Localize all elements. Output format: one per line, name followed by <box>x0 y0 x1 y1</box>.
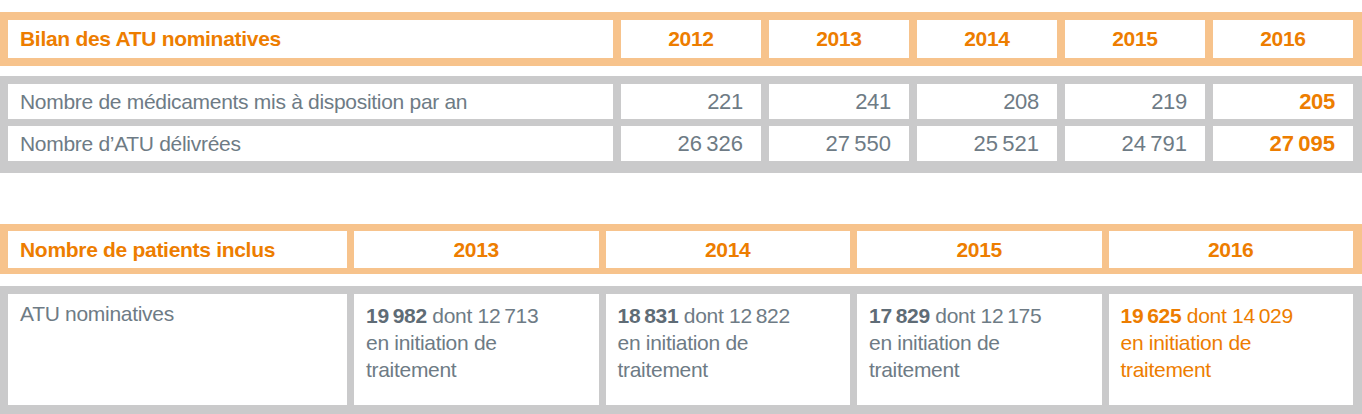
bilan-table-title: Bilan des ATU nominatives <box>8 20 613 58</box>
patients-atu-2015-total: 17 829 <box>869 304 930 327</box>
patients-atu-2015-suffix: en initiation de traitement <box>869 329 1088 383</box>
bilan-row-atu-delivrees-label: Nombre d’ATU délivrées <box>8 126 613 161</box>
bilan-atu-delivrees-2015: 24 791 <box>1065 126 1205 161</box>
patients-atu-2013-suffix: en initiation de traitement <box>366 329 585 383</box>
patients-atu-2016-total: 19 625 <box>1121 304 1182 327</box>
patients-atu-2014-detail: dont 12 822 <box>684 304 790 327</box>
bilan-year-header-2016: 2016 <box>1213 20 1353 58</box>
bilan-row-medicaments-label: Nombre de médicaments mis à disposition … <box>8 84 613 119</box>
patients-row-atu-nominatives-label: ATU nominatives <box>8 294 347 405</box>
patients-table-header-row: Nombre de patients inclus 2013 2014 2015… <box>0 224 1362 274</box>
patients-year-header-2015: 2015 <box>857 231 1102 268</box>
patients-atu-2013-total: 19 982 <box>366 304 427 327</box>
patients-table-title: Nombre de patients inclus <box>8 231 347 268</box>
patients-atu-2013: 19 982 dont 12 713 en initiation de trai… <box>354 294 599 405</box>
patients-atu-2015: 17 829 dont 12 175 en initiation de trai… <box>857 294 1102 405</box>
bilan-medicaments-2014: 208 <box>917 84 1057 119</box>
patients-atu-2014: 18 831 dont 12 822 en initiation de trai… <box>606 294 851 405</box>
patients-year-header-2014: 2014 <box>606 231 851 268</box>
patients-year-header-2013: 2013 <box>354 231 599 268</box>
bilan-year-header-2015: 2015 <box>1065 20 1205 58</box>
bilan-table-body: Nombre de médicaments mis à disposition … <box>0 76 1362 173</box>
bilan-atu-delivrees-2013: 27 550 <box>769 126 909 161</box>
patients-atu-2013-detail: dont 12 713 <box>432 304 538 327</box>
patients-atu-2015-detail: dont 12 175 <box>935 304 1041 327</box>
patients-atu-2016: 19 625 dont 14 029 en initiation de trai… <box>1109 294 1354 405</box>
bilan-atu-delivrees-2014: 25 521 <box>917 126 1057 161</box>
bilan-year-header-2012: 2012 <box>621 20 761 58</box>
bilan-year-header-2014: 2014 <box>917 20 1057 58</box>
bilan-medicaments-2012: 221 <box>621 84 761 119</box>
bilan-table-header-row: Bilan des ATU nominatives 2012 2013 2014… <box>0 12 1362 66</box>
patients-table-body: ATU nominatives 19 982 dont 12 713 en in… <box>0 286 1362 414</box>
patients-atu-2016-suffix: en initiation de traitement <box>1121 329 1340 383</box>
patients-atu-2016-detail: dont 14 029 <box>1187 304 1293 327</box>
patients-atu-2014-suffix: en initiation de traitement <box>618 329 837 383</box>
bilan-medicaments-2013: 241 <box>769 84 909 119</box>
page: Bilan des ATU nominatives 2012 2013 2014… <box>0 0 1362 414</box>
patients-year-header-2016: 2016 <box>1109 231 1354 268</box>
bilan-atu-delivrees-2012: 26 326 <box>621 126 761 161</box>
bilan-medicaments-2015: 219 <box>1065 84 1205 119</box>
bilan-medicaments-2016: 205 <box>1213 84 1353 119</box>
bilan-year-header-2013: 2013 <box>769 20 909 58</box>
patients-atu-2014-total: 18 831 <box>618 304 679 327</box>
bilan-atu-delivrees-2016: 27 095 <box>1213 126 1353 161</box>
